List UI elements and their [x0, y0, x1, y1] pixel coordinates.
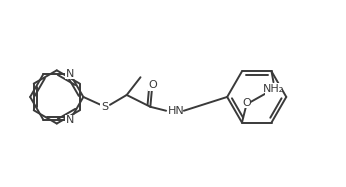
- Bar: [265, 83, 282, 95]
- Text: S: S: [101, 102, 109, 112]
- Bar: [100, 101, 110, 112]
- Bar: [65, 115, 75, 125]
- Text: O: O: [148, 80, 157, 90]
- Bar: [243, 97, 251, 108]
- Text: NH₂: NH₂: [263, 84, 284, 94]
- Bar: [168, 105, 184, 116]
- Text: N: N: [66, 69, 74, 79]
- Text: N: N: [66, 115, 74, 125]
- Bar: [148, 80, 157, 91]
- Text: HN: HN: [167, 106, 184, 116]
- Bar: [65, 68, 75, 79]
- Text: O: O: [243, 98, 251, 108]
